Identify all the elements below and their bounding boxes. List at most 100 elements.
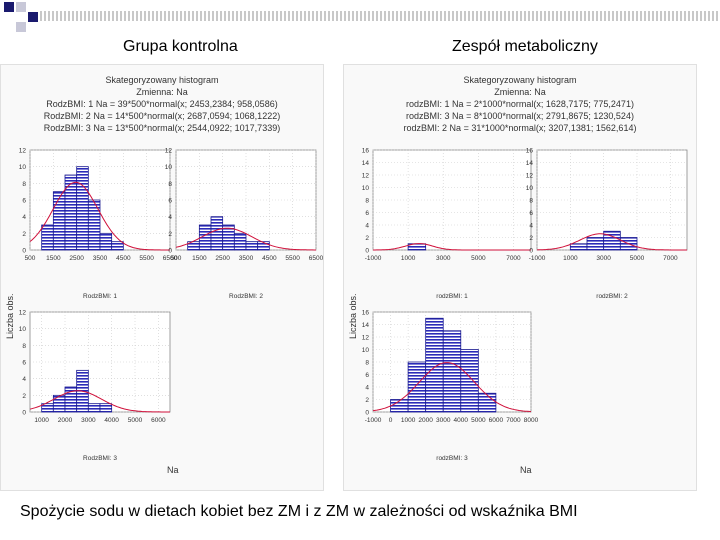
histogram-bar (407, 361, 427, 413)
x-tick-label: 3000 (596, 255, 611, 262)
x-tick-label: 500 (25, 255, 36, 262)
x-tick-label: 5000 (630, 255, 645, 262)
y-tick-label: 2 (168, 231, 172, 238)
y-tick-label: 16 (362, 310, 370, 317)
corner-square-dark (28, 12, 38, 22)
panel-title-line: RodzBMI: 2 Na = 14*500*normal(x; 2687,05… (43, 111, 281, 121)
subplot-label: rodzBMI: 3 (436, 455, 468, 462)
panel-title-line: Zmienna: Na (136, 87, 188, 97)
y-tick-label: 4 (529, 223, 533, 230)
y-tick-label: 10 (362, 185, 370, 192)
y-tick-label: 6 (365, 210, 369, 217)
histogram-bar (41, 224, 54, 251)
x-tick-label: 5000 (128, 417, 143, 424)
y-tick-label: 12 (362, 173, 370, 180)
y-tick-label: 0 (168, 248, 172, 255)
histogram-bar (245, 241, 259, 251)
x-tick-label: 500 (171, 255, 182, 262)
x-tick-label: 5500 (139, 255, 154, 262)
panel-title-line: Skategoryzowany histogram (105, 75, 219, 85)
subplot-label: rodzBMI: 1 (436, 293, 468, 300)
x-tick-label: 3000 (436, 255, 451, 262)
group-title-control: Grupa kontrolna (123, 38, 238, 55)
x-tick-label: 0 (389, 417, 393, 424)
histogram-bar (257, 241, 270, 251)
y-tick-label: 2 (529, 235, 533, 242)
x-tick-label: 2000 (418, 417, 433, 424)
histogram-bar (111, 241, 124, 251)
x-tick-label: 6000 (489, 417, 504, 424)
y-tick-label: 14 (362, 322, 370, 329)
y-tick-label: 6 (365, 372, 369, 379)
y-tick-label: 0 (365, 410, 369, 417)
x-tick-label: 6500 (309, 255, 324, 262)
x-tick-label: 3500 (93, 255, 108, 262)
normal-fit-curve (29, 390, 170, 413)
x-tick-label: 4000 (104, 417, 119, 424)
y-tick-label: 2 (22, 231, 26, 238)
histogram-bar (442, 330, 462, 413)
histogram-bar (425, 317, 444, 413)
x-tick-label: -1000 (365, 417, 382, 424)
y-tick-label: 2 (365, 397, 369, 404)
y-tick-label: 6 (168, 198, 172, 205)
histogram-bar (52, 191, 66, 251)
y-tick-label: 4 (22, 376, 26, 383)
histogram-bar (52, 394, 66, 413)
y-tick-label: 8 (22, 343, 26, 350)
panel-title-line: Zmienna: Na (494, 87, 546, 97)
x-tick-label: 6000 (151, 417, 166, 424)
y-tick-label: 2 (365, 235, 369, 242)
panel-title-line: RodzBMI: 1 Na = 39*500*normal(x; 2453,23… (46, 99, 278, 109)
x-tick-label: 4000 (454, 417, 469, 424)
normal-fit-curve (29, 181, 170, 251)
subplot-label: RodzBMI: 1 (83, 293, 117, 300)
y-tick-label: 6 (22, 360, 26, 367)
y-tick-label: 12 (362, 335, 370, 342)
y-tick-label: 8 (168, 181, 172, 188)
y-tick-label: 16 (362, 148, 370, 155)
y-tick-label: 14 (362, 160, 370, 167)
y-tick-label: 0 (22, 410, 26, 417)
y-tick-label: 12 (19, 148, 27, 155)
histogram-bar (477, 392, 497, 413)
y-tick-label: 8 (22, 181, 26, 188)
subplot-label: rodzBMI: 2 (596, 293, 628, 300)
x-axis-label: Na (167, 465, 179, 475)
y-tick-label: 10 (19, 164, 27, 171)
histogram-bar (99, 232, 113, 251)
slide-header-rule (40, 11, 720, 21)
x-tick-label: 6500 (163, 255, 178, 262)
panel-title-line: rodzBMI: 1 Na = 2*1000*normal(x; 1628,71… (406, 99, 634, 109)
x-tick-label: 1000 (401, 417, 416, 424)
y-tick-label: 16 (526, 148, 534, 155)
y-tick-label: 2 (22, 393, 26, 400)
x-tick-label: 4500 (116, 255, 131, 262)
x-tick-label: 7000 (506, 255, 521, 262)
x-tick-label: 5000 (471, 255, 486, 262)
x-tick-label: 5000 (471, 417, 486, 424)
panel-title-line: rodzBMI: 3 Na = 8*1000*normal(x; 2791,86… (406, 111, 634, 121)
y-tick-label: 0 (529, 248, 533, 255)
slide-caption: Spożycie sodu w dietach kobiet bez ZM i … (20, 503, 578, 520)
x-tick-label: -1000 (365, 255, 382, 262)
normal-fit-curve (373, 243, 531, 251)
x-tick-label: 1500 (46, 255, 61, 262)
y-tick-label: 8 (365, 360, 369, 367)
y-tick-label: 6 (22, 198, 26, 205)
x-axis-label: Na (520, 465, 532, 475)
x-tick-label: 1000 (401, 255, 416, 262)
y-tick-label: 10 (526, 185, 534, 192)
chart-panel-control: Skategoryzowany histogram Zmienna: Na Ro… (0, 64, 324, 491)
y-tick-label: 4 (365, 223, 369, 230)
panel-title-line: rodzBMI: 2 Na = 31*1000*normal(x; 3207,1… (403, 123, 637, 133)
y-tick-label: 10 (165, 164, 173, 171)
histogram-bar (64, 174, 78, 251)
panel-title-line: Skategoryzowany histogram (463, 75, 577, 85)
x-tick-label: 8000 (524, 417, 539, 424)
corner-square-light (16, 22, 26, 32)
panel-title-line: RodzBMI: 3 Na = 13*500*normal(x; 2544,09… (43, 123, 281, 133)
y-tick-label: 12 (165, 148, 173, 155)
y-tick-label: 8 (529, 198, 533, 205)
x-tick-label: 4500 (262, 255, 277, 262)
